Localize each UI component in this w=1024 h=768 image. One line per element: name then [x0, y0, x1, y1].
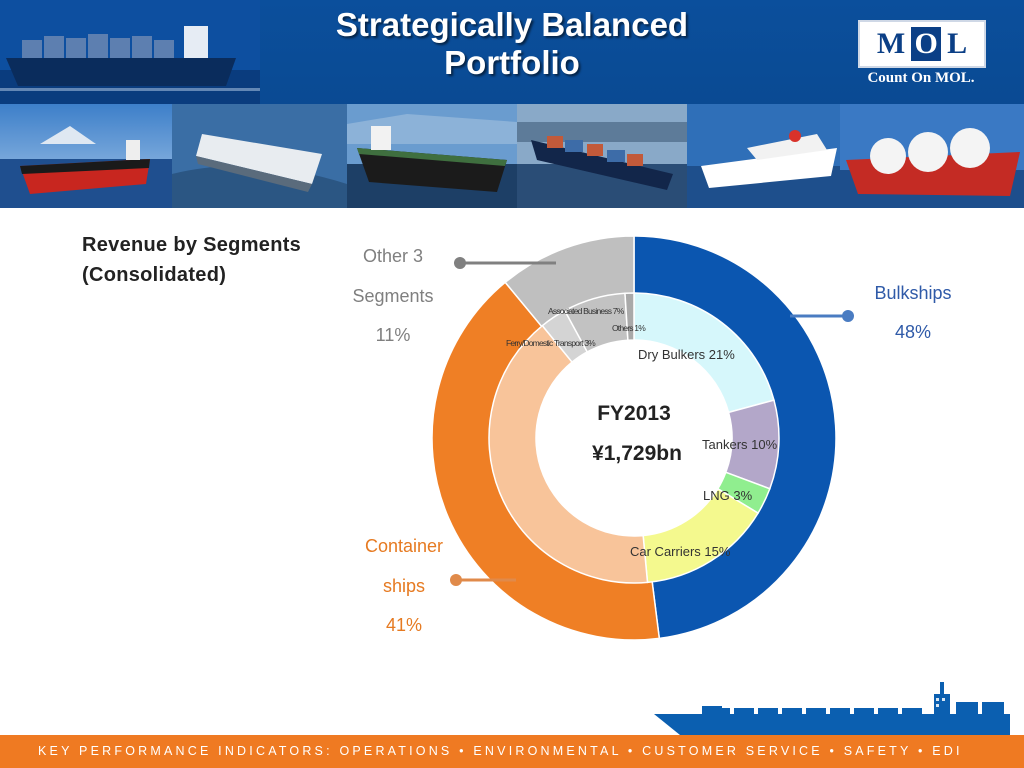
outer-label-bulkships-line-2: 48%: [895, 322, 931, 342]
outer-label-container-line-3: 41%: [386, 615, 422, 635]
container-ship-photo: [517, 104, 687, 208]
chart-title: Revenue by Segments (Consolidated): [82, 230, 301, 290]
inner-label-tankers: Tankers 10%: [702, 437, 778, 452]
leader-lines: [450, 257, 854, 586]
inner-label-car-carriers: Car Carriers 15%: [630, 544, 731, 559]
chart-title-line-2: (Consolidated): [82, 264, 227, 286]
leader-dot-container: [450, 574, 462, 586]
inner-ring: [488, 292, 780, 584]
leader-dot-other: [454, 257, 466, 269]
outer-label-container-line-1: Container: [365, 536, 443, 556]
footer-bar: KEY PERFORMANCE INDICATORS: OPERATIONS •…: [0, 735, 1024, 768]
logo-letter-o: O: [911, 27, 942, 61]
footer-ship-silhouette: [654, 682, 1010, 735]
donut-hole: [536, 340, 732, 536]
tanker-photo: [347, 104, 517, 208]
inner-label-associated-business: Associated Business 7%: [548, 306, 625, 316]
logo-tagline: Count On MOL.: [867, 70, 975, 86]
inner-label-others: Others 1%: [612, 323, 646, 333]
inner-label-lng: LNG 3%: [703, 488, 753, 503]
outer-label-other-line-3: 11%: [376, 325, 411, 345]
outer-label-container-line-2: ships: [383, 576, 425, 596]
outer-label-other-line-2: Segments: [352, 286, 433, 306]
outer-label-other-line-1: Other 3: [363, 246, 423, 266]
bulk-carrier-photo: [0, 104, 172, 208]
slide-title: Strategically Balanced Portfolio: [335, 6, 689, 81]
leader-dot-bulkships: [842, 310, 854, 322]
center-label-total: ¥1,729bn: [592, 442, 682, 465]
car-carrier-photo: [172, 104, 347, 208]
header-container-ship-image: [0, 0, 260, 104]
mol-logo: M O L: [858, 20, 986, 68]
outer-label-bulkships-line-1: Bulkships: [874, 283, 951, 303]
logo-letter-l: L: [947, 27, 968, 60]
inner-label-ferry-domestic: Ferry/Domestic Transport 3%: [506, 338, 596, 348]
chart-title-line-1: Revenue by Segments: [82, 234, 302, 256]
ferry-photo: [687, 104, 840, 208]
inner-label-dry-bulkers: Dry Bulkers 21%: [638, 347, 735, 362]
ship-photo-strip: [0, 104, 1024, 208]
center-label-year: FY2013: [597, 402, 671, 425]
header-banner: Strategically Balanced Portfolio M O L C…: [0, 0, 1024, 104]
logo-letter-m: M: [876, 27, 906, 60]
lng-carrier-photo: [840, 104, 1024, 208]
